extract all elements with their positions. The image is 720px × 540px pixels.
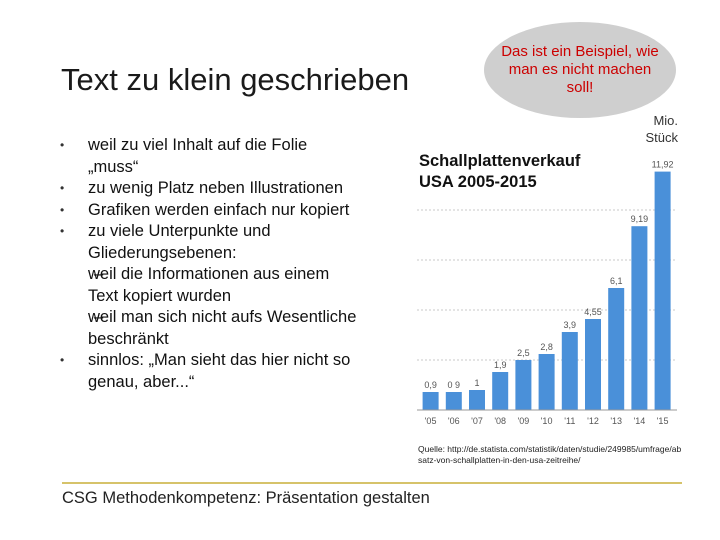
bar: [422, 392, 439, 410]
sub-bullet-marker: –: [94, 265, 104, 283]
bar-value-label: 2,8: [540, 342, 553, 352]
bullet-item: • Grafiken werden einfach nur kopiert: [60, 200, 360, 222]
bullet-item: • sinnlos: „Man sieht das hier nicht so g…: [60, 350, 360, 393]
bullet-list: • weil zu viel Inhalt auf die Folie „muss…: [60, 135, 360, 393]
bullet-marker: •: [60, 181, 65, 195]
chart-title: Schallplattenverkauf USA 2005-2015: [419, 152, 581, 191]
x-tick-label: '11: [564, 416, 575, 426]
sub-bullet-item: – weil man sich nicht aufs Wesentliche be…: [60, 307, 360, 350]
bullet-marker: •: [60, 353, 65, 367]
bullet-item: • weil zu viel Inhalt auf die Folie „muss…: [60, 135, 360, 178]
bar: [561, 332, 578, 410]
bullet-text: zu wenig Platz neben Illustrationen: [88, 179, 343, 197]
bullet-item: • zu wenig Platz neben Illustrationen: [60, 178, 360, 200]
bar: [654, 171, 671, 410]
bullet-marker: •: [60, 224, 65, 238]
bar: [631, 226, 648, 410]
bar: [585, 319, 601, 410]
x-tick-label: '09: [518, 416, 530, 426]
chart-unit-label: Mio. Stück: [645, 113, 678, 145]
bar: [492, 372, 509, 410]
sub-bullet-item: – weil die Informationen aus einem Text k…: [60, 264, 360, 307]
x-tick-label: '15: [657, 416, 669, 426]
footer-text: CSG Methodenkompetenz: Präsentation gest…: [62, 489, 430, 507]
bar: [469, 390, 485, 410]
bullet-text: sinnlos: „Man sieht das hier nicht so ge…: [88, 351, 351, 391]
x-tick-label: '12: [587, 416, 599, 426]
bar-chart: 0,9 '05 0 9 '06 1 '07 1,9 '08 2,5 '09 2,8 '10 3,9 '11…: [417, 160, 677, 426]
bullet-text: weil zu viel Inhalt auf die Folie „muss“: [88, 136, 308, 176]
bullet-marker: •: [60, 202, 65, 217]
sub-bullet-text: weil man sich nicht aufs Wesentliche bes…: [88, 308, 357, 348]
x-tick-label: '07: [471, 416, 483, 426]
footer-divider: [62, 482, 682, 484]
bar-value-label: 1: [474, 378, 479, 388]
x-tick-label: '13: [610, 416, 622, 426]
x-tick-label: '06: [448, 416, 460, 426]
bar-value-label: 9,19: [631, 214, 649, 224]
chart-source: Quelle: http://de.statista.com/statistik…: [418, 444, 682, 465]
bar-value-label: 11,92: [652, 160, 674, 170]
bar: [515, 360, 532, 410]
sub-bullet-marker: –: [94, 308, 104, 326]
bar-value-label: 1,9: [494, 360, 507, 370]
x-tick-label: '05: [425, 416, 437, 426]
bar-value-label: 3,9: [564, 320, 577, 330]
bar: [538, 354, 555, 410]
x-tick-label: '10: [541, 416, 553, 426]
bar-value-label: 6,1: [610, 276, 623, 286]
x-tick-label: '08: [494, 416, 506, 426]
bar-value-label: 0,9: [424, 380, 437, 390]
x-tick-label: '14: [634, 416, 646, 426]
sub-bullet-text: weil die Informationen aus einem Text ko…: [88, 265, 330, 305]
bullet-marker: •: [60, 138, 65, 152]
slide-title: Text zu klein geschrieben: [61, 62, 410, 97]
bar: [608, 288, 625, 410]
bar-value-label: 2,5: [517, 348, 530, 358]
bar-value-label: 0 9: [448, 380, 461, 390]
bullet-text: Grafiken werden einfach nur kopiert: [88, 200, 350, 219]
bar: [445, 392, 462, 410]
warning-callout: Das ist ein Beispiel, wie man es nicht m…: [484, 22, 676, 118]
bullet-item: • zu viele Unterpunkte und Gliederungsebe…: [60, 221, 360, 264]
callout-text: Das ist ein Beispiel, wie man es nicht m…: [501, 43, 659, 96]
bullet-text: zu viele Unterpunkte und Gliederungseben…: [88, 222, 271, 262]
bar-value-label: 4,55: [584, 307, 602, 317]
